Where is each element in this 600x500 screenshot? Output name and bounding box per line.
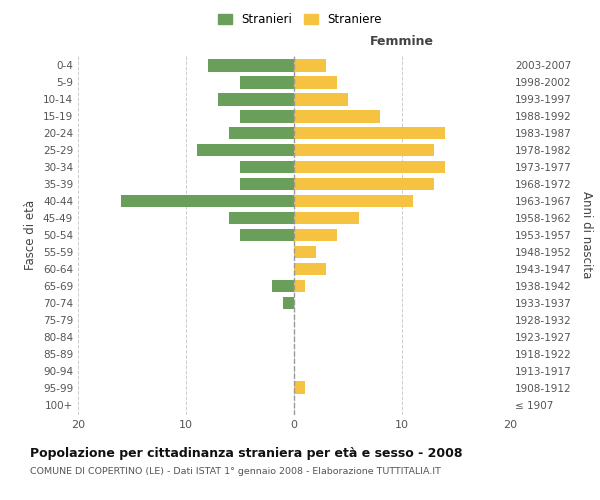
Bar <box>294 262 326 276</box>
Bar <box>294 160 445 173</box>
Text: Popolazione per cittadinanza straniera per età e sesso - 2008: Popolazione per cittadinanza straniera p… <box>30 448 463 460</box>
Bar <box>240 160 294 173</box>
Bar <box>294 382 305 394</box>
Bar <box>294 76 337 88</box>
Bar <box>121 194 294 207</box>
Bar <box>294 59 326 72</box>
Bar <box>294 228 337 241</box>
Legend: Stranieri, Straniere: Stranieri, Straniere <box>213 8 387 31</box>
Bar <box>294 246 316 258</box>
Bar <box>240 228 294 241</box>
Bar <box>294 194 413 207</box>
Bar <box>240 110 294 122</box>
Bar <box>294 144 434 156</box>
Bar <box>240 178 294 190</box>
Bar <box>283 296 294 310</box>
Bar <box>240 76 294 88</box>
Y-axis label: Anni di nascita: Anni di nascita <box>580 192 593 278</box>
Bar <box>197 144 294 156</box>
Bar <box>218 93 294 106</box>
Bar <box>294 212 359 224</box>
Text: Femmine: Femmine <box>370 35 434 48</box>
Text: COMUNE DI COPERTINO (LE) - Dati ISTAT 1° gennaio 2008 - Elaborazione TUTTITALIA.: COMUNE DI COPERTINO (LE) - Dati ISTAT 1°… <box>30 468 441 476</box>
Bar <box>272 280 294 292</box>
Bar <box>208 59 294 72</box>
Bar <box>294 126 445 140</box>
Y-axis label: Fasce di età: Fasce di età <box>25 200 37 270</box>
Bar <box>294 110 380 122</box>
Bar <box>294 93 348 106</box>
Bar <box>294 280 305 292</box>
Bar <box>229 126 294 140</box>
Bar <box>294 178 434 190</box>
Bar <box>229 212 294 224</box>
